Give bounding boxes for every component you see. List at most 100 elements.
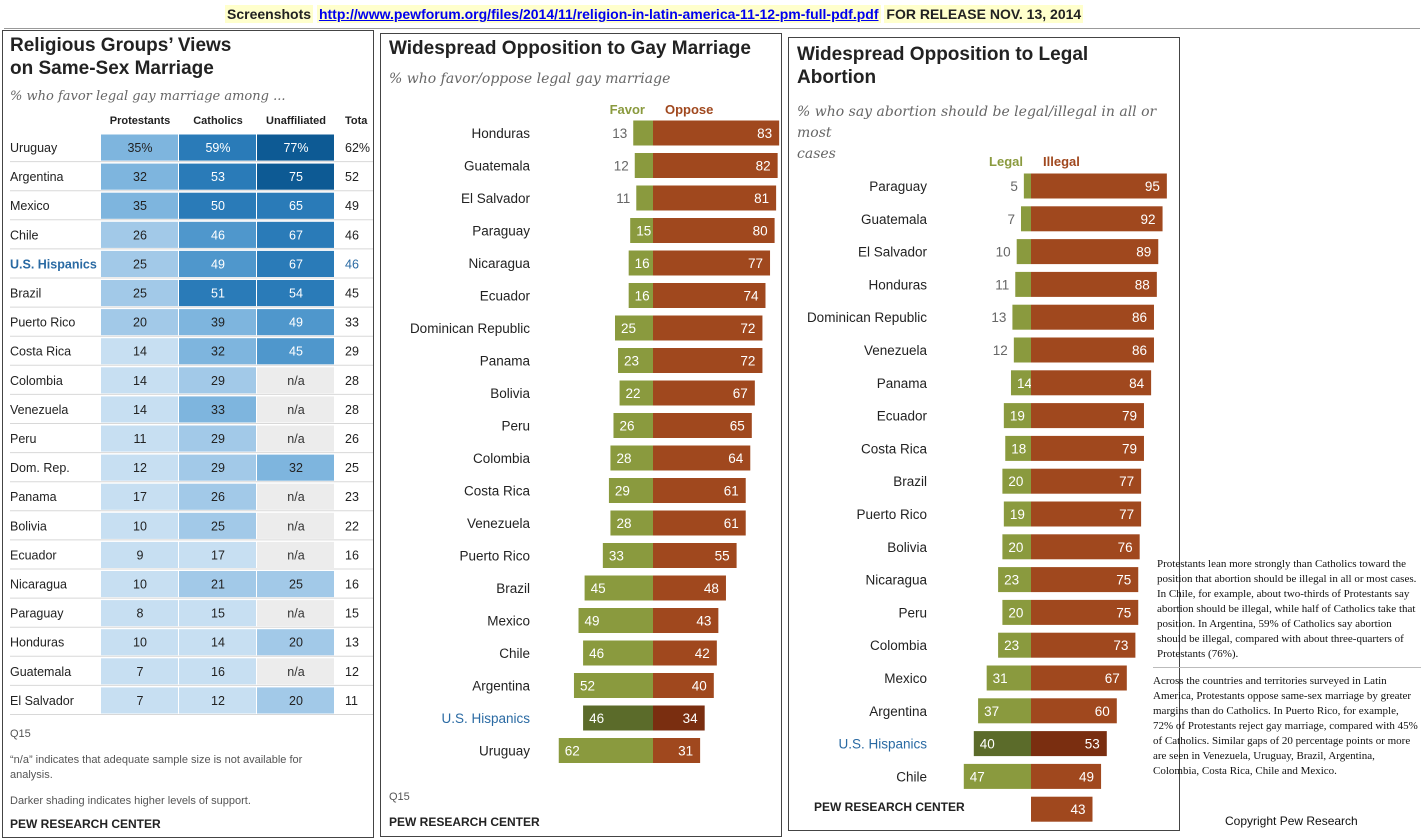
table-cell-value: n/a (287, 432, 304, 446)
table-cell-value: 17 (211, 548, 225, 562)
oppose-value: 92 (1141, 212, 1156, 227)
favor-bar (634, 153, 653, 178)
table-cell-shade (179, 367, 256, 394)
favor-value: 20 (1008, 605, 1023, 620)
oppose-bar (1031, 763, 1102, 789)
favor-bar (608, 478, 653, 503)
table-footnote-na: “n/a” indicates that adequate sample siz… (10, 753, 302, 783)
favor-bar (618, 348, 653, 373)
table-cell-value: n/a (287, 607, 304, 621)
oppose-bar (1031, 435, 1144, 461)
table-total-value: 46 (345, 228, 359, 242)
table-cell-shade (257, 163, 334, 190)
oppose-value: 49 (1079, 769, 1094, 784)
oppose-value: 80 (753, 224, 768, 239)
category-label: Mexico (487, 614, 530, 629)
table-row-label: U.S. Hispanics (10, 257, 97, 271)
favor-value: 10 (996, 245, 1011, 260)
oppose-bar (653, 510, 746, 536)
oppose-value: 74 (743, 289, 759, 304)
oppose-bar (653, 445, 751, 471)
favor-bar (619, 380, 653, 406)
table-title: Religious Groups’ Views on Same-Sex Marr… (10, 35, 231, 81)
favor-bar (633, 120, 653, 146)
category-label: Nicaragua (865, 573, 927, 588)
category-label: Dominican Republic (807, 310, 927, 325)
table-cell-value: 26 (211, 490, 225, 504)
gay-source: PEW RESEARCH CENTER (389, 815, 540, 829)
table-cell-value: 7 (137, 665, 144, 679)
oppose-bar (1031, 599, 1139, 625)
oppose-value: 72 (740, 321, 755, 336)
abortion-subtitle: % who say abortion should be legal/illeg… (797, 102, 1179, 165)
oppose-value: 79 (1122, 409, 1137, 424)
table-cell-shade (179, 687, 256, 714)
table-cell-value: 10 (133, 519, 147, 533)
abortion-title-line1: Widespread Opposition to Legal (797, 44, 1089, 65)
legend-label: Favor (610, 102, 645, 117)
table-cell-value: 20 (289, 694, 303, 708)
table-cell-value: 49 (211, 257, 225, 271)
favor-bar (1015, 271, 1031, 297)
table-cell-value: 53 (211, 170, 225, 184)
table-footnote-na-line1: “n/a” indicates that adequate sample siz… (10, 754, 303, 766)
religious-groups-panel: Religious Groups’ Views on Same-Sex Marr… (2, 30, 374, 838)
favor-bar (973, 731, 1031, 757)
oppose-value: 55 (715, 549, 730, 564)
oppose-value: 77 (1119, 474, 1134, 489)
table-cell-shade (257, 309, 334, 336)
pdf-link[interactable]: http://www.pewforum.org/files/2014/11/re… (316, 5, 881, 23)
oppose-value: 77 (748, 256, 763, 271)
header-prefix: Screenshots (225, 5, 314, 23)
favor-value: 11 (995, 277, 1009, 292)
table-total-value: 29 (345, 345, 359, 359)
views-table: Protestants Catholics Unaffiliated Tota Urug… (10, 115, 373, 715)
table-cell-shade (101, 629, 178, 656)
table-cell-shade (257, 280, 334, 307)
table-row-label: Costa Rica (10, 345, 71, 359)
oppose-value: 84 (1129, 376, 1145, 391)
table-cell-shade (179, 338, 256, 365)
favor-bar (583, 705, 653, 731)
favor-value: 13 (991, 310, 1006, 325)
oppose-value: 42 (695, 646, 710, 661)
favor-value: 7 (1007, 212, 1015, 227)
category-label: Uruguay (479, 744, 530, 759)
oppose-value: 86 (1132, 343, 1147, 358)
table-cell-value: 46 (211, 228, 225, 242)
table-source: PEW RESEARCH CENTER (10, 817, 161, 831)
table-cell-shade (257, 483, 334, 510)
table-row-label: Guatemala (10, 665, 71, 679)
oppose-bar (653, 738, 701, 763)
table-cell-shade (179, 221, 256, 248)
table-total-value: 28 (345, 403, 359, 417)
table-cell-value: 39 (211, 316, 225, 330)
category-label: Brazil (893, 474, 927, 489)
note-divider (1153, 667, 1421, 668)
table-cell-value: 12 (133, 461, 147, 475)
oppose-bar (653, 608, 719, 633)
abortion-title: Widespread Opposition to Legal Abortion (797, 44, 1088, 90)
category-label: Colombia (870, 638, 928, 653)
favor-bar (963, 763, 1031, 789)
category-label: Peru (898, 605, 927, 620)
table-cell-shade (101, 541, 178, 568)
favor-value: 19 (1010, 409, 1025, 424)
oppose-bar (653, 575, 726, 601)
table-cell-shade (257, 134, 334, 161)
table-cell-shade (257, 658, 334, 685)
table-row-label: Nicaragua (10, 578, 67, 592)
favor-bar (1020, 206, 1031, 232)
oppose-value: 88 (1135, 277, 1150, 292)
favor-value: 46 (589, 711, 604, 726)
table-cell-shade (179, 163, 256, 190)
legend-label: Legal (989, 154, 1023, 169)
favor-bar (628, 283, 653, 308)
category-label: El Salvador (858, 245, 928, 260)
favor-bar (578, 608, 653, 633)
category-label: Panama (480, 354, 531, 369)
oppose-bar (653, 673, 714, 698)
table-total-value: 22 (345, 519, 359, 533)
table-row-label: Mexico (10, 199, 50, 213)
table-cell-value: 26 (133, 228, 147, 242)
